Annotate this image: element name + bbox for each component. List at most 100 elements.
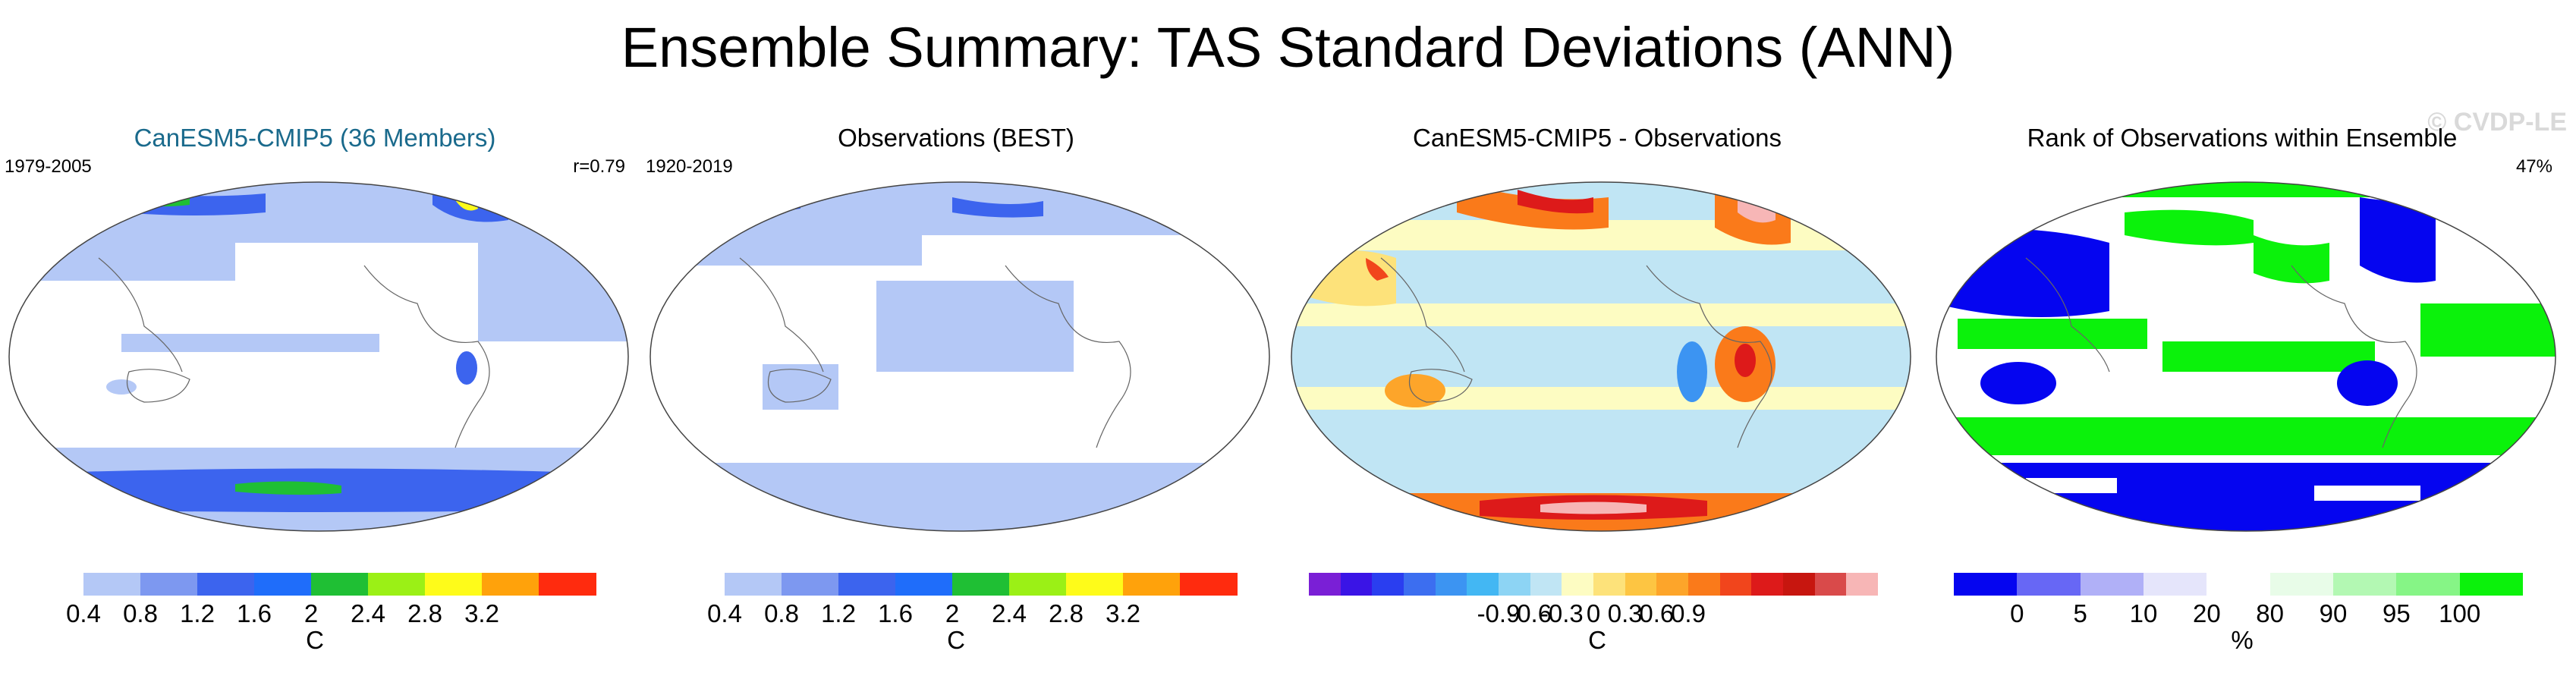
- colorbar-tick-label: 1.6: [237, 599, 272, 627]
- colorbar-swatch: [895, 573, 953, 596]
- percentage-label: 47%: [2515, 156, 2552, 177]
- period-label: 1979-2005: [5, 156, 92, 177]
- colorbar-tick-label: -0.6: [1508, 599, 1552, 627]
- colorbar-swatch: [140, 573, 198, 596]
- colorbar-swatch: [1530, 573, 1562, 596]
- colorbar-tick-label: 3.2: [1106, 599, 1140, 627]
- colorbar-swatch: [1656, 573, 1689, 596]
- figure-title: Ensemble Summary: TAS Standard Deviation…: [621, 16, 1955, 79]
- colorbar-swatch: [1719, 573, 1752, 596]
- colorbar-swatch: [254, 573, 312, 596]
- colorbar-tick-label: 0.8: [764, 599, 799, 627]
- colorbar-swatch: [1499, 573, 1531, 596]
- colorbar-tick-label: -0.9: [1477, 599, 1521, 627]
- colorbar-tick-label: 95: [2382, 599, 2411, 627]
- colorbar-swatch: [2017, 573, 2081, 596]
- colorbar-swatch: [668, 573, 725, 596]
- colorbar-swatch: [2144, 573, 2207, 596]
- colorbar: [27, 573, 596, 596]
- colorbar-tick-label: 0: [2010, 599, 2024, 627]
- colorbar-swatch: [1625, 573, 1657, 596]
- colorbar-tick-label: 0.6: [1639, 599, 1675, 627]
- colorbar-swatch: [1814, 573, 1847, 596]
- colorbar-swatch: [539, 573, 596, 596]
- colorbar-swatch: [1435, 573, 1467, 596]
- colorbar-tick-label: 2: [945, 599, 960, 627]
- colorbar-swatch: [1751, 573, 1784, 596]
- colorbar-swatch: [1180, 573, 1238, 596]
- colorbar: [1954, 573, 2524, 596]
- colorbar-tick-label: 5: [2073, 599, 2087, 627]
- colorbar-swatch: [782, 573, 839, 596]
- colorbar-swatch: [1688, 573, 1721, 596]
- panel-model-std: CanESM5-CMIP5 (36 Members) 1979-2005 r=0…: [0, 114, 630, 668]
- colorbar-swatch: [2206, 573, 2271, 596]
- colorbar-unit: %: [2231, 626, 2254, 654]
- panel-title: CanESM5-CMIP5 (36 Members): [134, 124, 496, 152]
- panel-title: CanESM5-CMIP5 - Observations: [1413, 124, 1782, 152]
- colorbar-tick-label: 20: [2192, 599, 2221, 627]
- map-observations-std: [650, 181, 1270, 532]
- colorbar-tick-label: 3.2: [464, 599, 499, 627]
- watermark: © CVDP-LE: [2427, 108, 2567, 137]
- colorbar-swatch: [2269, 573, 2334, 596]
- colorbar-swatch: [952, 573, 1010, 596]
- colorbar-tick-label: 0.4: [66, 599, 101, 627]
- period-label: 1920-2019: [646, 156, 733, 177]
- colorbar-swatch: [725, 573, 782, 596]
- colorbar-swatch: [1309, 573, 1341, 596]
- colorbar-tick-label: 10: [2129, 599, 2158, 627]
- colorbar-swatch: [1954, 573, 2018, 596]
- colorbar-unit: C: [1588, 626, 1606, 654]
- colorbar-swatch: [1404, 573, 1436, 596]
- panel-title: Observations (BEST): [838, 124, 1074, 152]
- colorbar-tick-label: 100: [2439, 599, 2481, 627]
- colorbar-unit: C: [306, 626, 324, 654]
- colorbar-swatch: [1593, 573, 1626, 596]
- panel-rank: Rank of Observations within Ensemble 47%: [1927, 114, 2557, 668]
- colorbar-tick-label: 2: [304, 599, 319, 627]
- colorbar-tick-label: 2.4: [992, 599, 1027, 627]
- correlation-label: r=0.79: [573, 156, 625, 177]
- colorbar-swatch: [2396, 573, 2461, 596]
- panel-difference: CanESM5-CMIP5 - Observations: [1282, 114, 1912, 668]
- colorbar-swatch: [1009, 573, 1067, 596]
- colorbar-tick-label: 1.2: [821, 599, 856, 627]
- colorbar-swatch: [2459, 573, 2524, 596]
- colorbar-swatch: [311, 573, 369, 596]
- colorbar-swatch: [1123, 573, 1181, 596]
- colorbar-tick-label: 0.9: [1671, 599, 1706, 627]
- colorbar-tick-label: 0: [1586, 599, 1601, 627]
- map-difference: [1291, 181, 1911, 532]
- colorbar-swatch: [838, 573, 896, 596]
- colorbar-tick-label: 2.4: [351, 599, 385, 627]
- colorbar-tick-label: 2.8: [1049, 599, 1084, 627]
- colorbar-swatch: [1846, 573, 1879, 596]
- colorbar-tick-label: -0.3: [1540, 599, 1584, 627]
- colorbar-tick-label: 2.8: [407, 599, 442, 627]
- colorbar: [668, 573, 1238, 596]
- colorbar-tick-label: 0.3: [1607, 599, 1643, 627]
- colorbar-swatch: [197, 573, 255, 596]
- colorbar-swatch: [2080, 573, 2144, 596]
- colorbar: [1309, 573, 1879, 596]
- colorbar-tick-label: 0.8: [123, 599, 158, 627]
- colorbar-tick-label: 1.6: [878, 599, 913, 627]
- colorbar-swatch: [1467, 573, 1499, 596]
- panel-title: Rank of Observations within Ensemble: [2027, 124, 2458, 152]
- colorbar-swatch: [2333, 573, 2397, 596]
- map-rank: [1936, 181, 2556, 532]
- colorbar-swatch: [1340, 573, 1373, 596]
- colorbar-swatch: [425, 573, 483, 596]
- colorbar-swatch: [1562, 573, 1594, 596]
- colorbar-tick-label: 90: [2319, 599, 2348, 627]
- colorbar-swatch: [1783, 573, 1816, 596]
- colorbar-swatch: [83, 573, 141, 596]
- colorbar-tick-label: 80: [2256, 599, 2285, 627]
- colorbar-swatch: [1372, 573, 1404, 596]
- colorbar-swatch: [368, 573, 426, 596]
- colorbar-swatch: [1066, 573, 1124, 596]
- colorbar-tick-label: 0.4: [707, 599, 742, 627]
- map-model-std: [8, 181, 629, 532]
- colorbar-tick-label: 1.2: [180, 599, 215, 627]
